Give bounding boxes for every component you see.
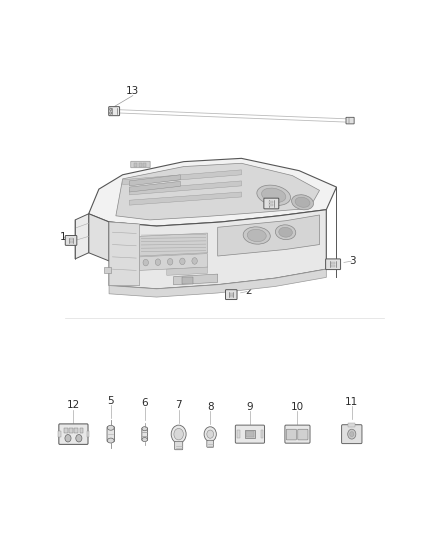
Text: 8: 8 — [207, 402, 214, 412]
Ellipse shape — [261, 188, 286, 203]
Bar — [269, 201, 273, 204]
Bar — [74, 427, 78, 432]
Bar — [331, 265, 335, 267]
Text: 9: 9 — [247, 402, 253, 411]
Bar — [69, 427, 73, 432]
Bar — [230, 293, 233, 295]
Circle shape — [204, 427, 216, 441]
Circle shape — [110, 112, 112, 114]
FancyBboxPatch shape — [175, 441, 183, 450]
Bar — [64, 427, 67, 432]
Circle shape — [167, 259, 173, 265]
FancyBboxPatch shape — [59, 424, 88, 445]
Circle shape — [76, 434, 82, 442]
FancyBboxPatch shape — [264, 198, 279, 209]
Text: 6: 6 — [141, 398, 148, 408]
Bar — [80, 427, 83, 432]
FancyBboxPatch shape — [346, 117, 354, 124]
Bar — [70, 241, 73, 243]
FancyBboxPatch shape — [142, 428, 148, 440]
Polygon shape — [116, 163, 320, 220]
Circle shape — [110, 108, 112, 110]
Ellipse shape — [279, 227, 292, 237]
Circle shape — [350, 432, 354, 437]
Circle shape — [155, 259, 161, 265]
Bar — [59, 431, 60, 438]
Circle shape — [207, 430, 214, 438]
Text: 11: 11 — [345, 397, 358, 407]
Bar — [261, 430, 263, 438]
Ellipse shape — [142, 426, 148, 431]
Text: 3: 3 — [350, 256, 356, 266]
Polygon shape — [140, 233, 208, 256]
Text: 13: 13 — [126, 86, 139, 95]
FancyBboxPatch shape — [226, 290, 237, 300]
FancyBboxPatch shape — [131, 161, 150, 168]
Bar — [245, 431, 254, 438]
FancyBboxPatch shape — [285, 425, 310, 443]
Polygon shape — [123, 170, 241, 184]
Text: 2: 2 — [245, 286, 251, 296]
Bar — [87, 431, 89, 438]
Polygon shape — [88, 158, 336, 226]
Ellipse shape — [142, 438, 148, 442]
Polygon shape — [130, 192, 241, 205]
Circle shape — [174, 429, 184, 440]
FancyBboxPatch shape — [342, 425, 362, 443]
FancyBboxPatch shape — [298, 429, 308, 440]
Bar — [143, 163, 146, 167]
Text: 4: 4 — [288, 195, 295, 205]
Ellipse shape — [276, 225, 296, 240]
Polygon shape — [167, 267, 208, 276]
FancyBboxPatch shape — [107, 426, 114, 442]
Text: 5: 5 — [107, 395, 114, 406]
Bar — [331, 262, 335, 264]
Polygon shape — [218, 215, 320, 256]
Polygon shape — [130, 175, 180, 186]
FancyBboxPatch shape — [109, 107, 120, 116]
Polygon shape — [130, 181, 180, 192]
Polygon shape — [109, 269, 326, 297]
FancyBboxPatch shape — [286, 429, 297, 440]
Bar — [246, 431, 254, 437]
Polygon shape — [173, 274, 218, 285]
Polygon shape — [75, 214, 88, 259]
FancyBboxPatch shape — [65, 236, 77, 245]
Ellipse shape — [295, 197, 310, 207]
FancyBboxPatch shape — [235, 425, 265, 443]
Bar — [182, 277, 193, 284]
FancyBboxPatch shape — [207, 440, 214, 447]
Circle shape — [171, 425, 186, 443]
Ellipse shape — [107, 438, 114, 443]
Bar — [70, 238, 73, 240]
Text: 10: 10 — [291, 402, 304, 411]
Bar — [104, 266, 111, 273]
Bar — [230, 295, 233, 297]
Polygon shape — [109, 209, 326, 289]
FancyBboxPatch shape — [325, 259, 341, 270]
Ellipse shape — [257, 185, 290, 205]
Circle shape — [180, 258, 185, 265]
Circle shape — [192, 257, 197, 264]
Bar — [134, 163, 137, 167]
Ellipse shape — [243, 227, 270, 244]
Polygon shape — [140, 254, 208, 270]
Polygon shape — [130, 181, 241, 195]
Bar — [138, 163, 141, 167]
Circle shape — [65, 434, 71, 442]
Circle shape — [348, 429, 356, 439]
Polygon shape — [109, 222, 140, 286]
Text: 7: 7 — [175, 400, 182, 410]
Polygon shape — [88, 214, 109, 261]
Ellipse shape — [292, 195, 314, 210]
Ellipse shape — [247, 229, 266, 241]
Text: 1: 1 — [60, 232, 67, 242]
Circle shape — [143, 260, 148, 266]
Bar — [269, 204, 273, 206]
Bar — [237, 430, 240, 438]
Text: 12: 12 — [67, 400, 80, 410]
Bar — [348, 423, 355, 427]
Ellipse shape — [107, 425, 114, 430]
